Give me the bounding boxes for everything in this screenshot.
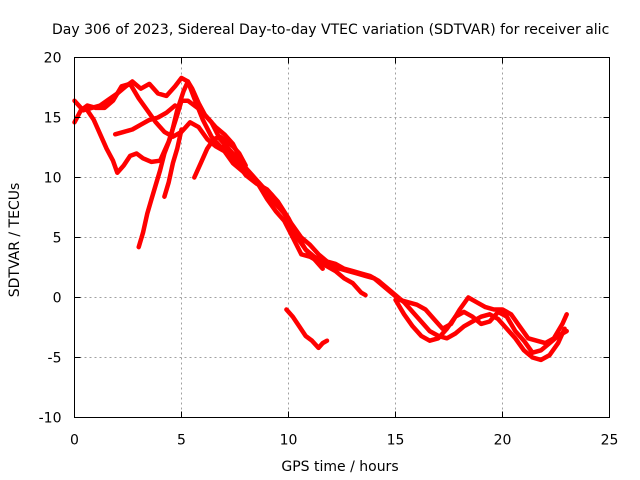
- x-tick-label: 5: [177, 433, 186, 449]
- series-track-2: [72, 81, 368, 298]
- x-tick-label: 15: [387, 433, 405, 449]
- y-tick-label: 10: [44, 171, 62, 187]
- y-tick-label: -10: [39, 411, 62, 427]
- y-tick-label: 0: [53, 291, 62, 307]
- series-track-5: [136, 79, 325, 271]
- axis-ticks: 0 5 10 15 20 25 -10 -5 0 5 10 15 20: [39, 51, 619, 449]
- series-track-3: [85, 98, 567, 363]
- x-tick-label: 10: [280, 433, 298, 449]
- y-axis-label: SDTVAR / TECUs: [7, 183, 23, 298]
- y-tick-label: 5: [53, 231, 62, 247]
- x-tick-label: 25: [601, 433, 619, 449]
- x-tick-label: 0: [70, 433, 79, 449]
- chart-title: Day 306 of 2023, Sidereal Day-to-day VTE…: [52, 22, 609, 38]
- grid-lines: [74, 57, 610, 418]
- x-tick-label: 20: [494, 433, 512, 449]
- series-track-6: [162, 127, 184, 199]
- y-tick-label: 20: [44, 51, 62, 67]
- y-tick-label: 15: [44, 111, 62, 127]
- series-track-9: [393, 297, 569, 355]
- x-axis-label: GPS time / hours: [281, 459, 398, 475]
- data-series: [72, 75, 569, 363]
- series-track-7: [192, 134, 248, 180]
- y-tick-label: -5: [48, 351, 62, 367]
- series-track-8: [284, 307, 330, 351]
- series-track-4: [112, 103, 178, 137]
